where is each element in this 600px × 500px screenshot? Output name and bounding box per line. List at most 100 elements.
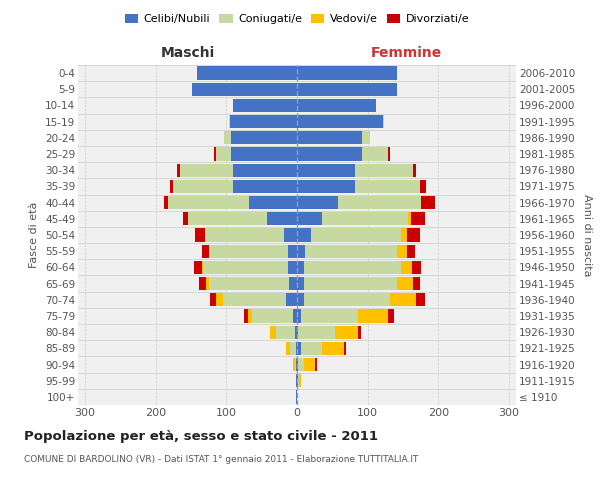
Bar <box>311 228 401 241</box>
Bar <box>297 115 383 128</box>
Bar <box>202 244 209 258</box>
Bar <box>233 99 297 112</box>
Bar <box>338 196 421 209</box>
Bar <box>297 164 355 177</box>
Bar <box>248 310 253 322</box>
Bar <box>173 180 233 193</box>
Bar <box>322 342 344 355</box>
Bar <box>304 260 401 274</box>
Bar <box>296 374 297 388</box>
Text: COMUNE DI BARDOLINO (VR) - Dati ISTAT 1° gennaio 2011 - Elaborazione TUTTITALIA.: COMUNE DI BARDOLINO (VR) - Dati ISTAT 1°… <box>24 455 418 464</box>
Bar <box>397 244 407 258</box>
Bar <box>420 180 425 193</box>
Bar <box>297 82 397 96</box>
Bar <box>408 212 412 226</box>
Bar <box>232 131 297 144</box>
Bar <box>407 244 415 258</box>
Bar <box>223 293 286 306</box>
Bar <box>421 196 436 209</box>
Bar <box>209 277 289 290</box>
Bar <box>397 277 413 290</box>
Bar <box>293 358 295 371</box>
Bar <box>216 148 232 160</box>
Text: Maschi: Maschi <box>160 46 215 60</box>
Bar <box>297 277 304 290</box>
Bar <box>288 260 297 274</box>
Bar <box>322 212 408 226</box>
Bar <box>298 326 335 339</box>
Bar <box>355 164 413 177</box>
Bar <box>297 326 298 339</box>
Bar <box>335 326 358 339</box>
Y-axis label: Anni di nascita: Anni di nascita <box>582 194 592 276</box>
Bar <box>297 374 298 388</box>
Bar <box>358 310 388 322</box>
Bar <box>168 196 249 209</box>
Bar <box>388 148 389 160</box>
Bar <box>194 260 202 274</box>
Bar <box>214 148 216 160</box>
Bar <box>296 390 297 404</box>
Bar <box>297 310 301 322</box>
Y-axis label: Fasce di età: Fasce di età <box>29 202 40 268</box>
Bar <box>301 342 322 355</box>
Legend: Celibi/Nubili, Coniugati/e, Vedovi/e, Divorziati/e: Celibi/Nubili, Coniugati/e, Vedovi/e, Di… <box>121 10 473 29</box>
Bar <box>297 99 376 112</box>
Bar <box>295 326 297 339</box>
Bar <box>286 293 297 306</box>
Bar <box>297 293 304 306</box>
Bar <box>413 277 420 290</box>
Bar <box>193 82 297 96</box>
Text: Femmine: Femmine <box>371 46 442 60</box>
Bar <box>297 228 311 241</box>
Bar <box>295 358 296 371</box>
Bar <box>206 277 209 290</box>
Bar <box>304 277 397 290</box>
Bar <box>297 66 397 80</box>
Bar <box>416 293 425 306</box>
Bar <box>284 228 297 241</box>
Bar <box>304 358 316 371</box>
Bar <box>164 196 168 209</box>
Bar <box>288 244 297 258</box>
Bar <box>230 115 297 128</box>
Bar <box>301 310 358 322</box>
Bar <box>177 164 181 177</box>
Bar <box>316 358 317 371</box>
Bar <box>233 164 297 177</box>
Bar <box>297 131 362 144</box>
Bar <box>195 228 205 241</box>
Bar <box>203 260 288 274</box>
Bar <box>297 180 355 193</box>
Bar <box>293 310 297 322</box>
Bar <box>297 212 322 226</box>
Bar <box>358 326 361 339</box>
Bar <box>289 277 297 290</box>
Bar <box>383 115 384 128</box>
Bar <box>229 115 230 128</box>
Bar <box>202 260 203 274</box>
Bar <box>286 342 290 355</box>
Bar <box>355 180 420 193</box>
Bar <box>412 212 425 226</box>
Bar <box>388 310 394 322</box>
Bar <box>276 326 295 339</box>
Bar <box>344 342 346 355</box>
Bar <box>297 196 338 209</box>
Bar <box>232 148 297 160</box>
Bar <box>244 310 248 322</box>
Bar <box>268 212 297 226</box>
Bar <box>390 293 416 306</box>
Bar <box>299 374 301 388</box>
Bar <box>297 244 305 258</box>
Bar <box>188 212 268 226</box>
Bar <box>362 148 388 160</box>
Bar <box>170 180 173 193</box>
Bar <box>305 244 397 258</box>
Bar <box>205 228 284 241</box>
Bar <box>181 164 233 177</box>
Bar <box>233 180 297 193</box>
Bar <box>290 342 296 355</box>
Bar <box>297 260 304 274</box>
Bar <box>297 342 301 355</box>
